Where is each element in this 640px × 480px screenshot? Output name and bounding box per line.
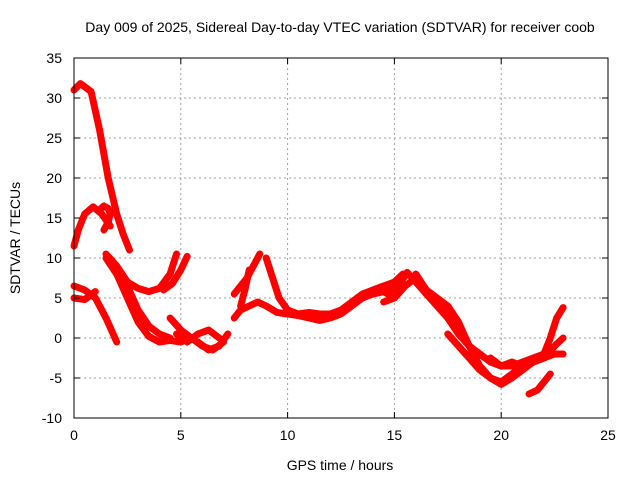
plot-frame xyxy=(73,57,609,419)
chart-title: Day 009 of 2025, Sidereal Day-to-day VTE… xyxy=(85,19,595,35)
series-trace-arc-5 xyxy=(160,252,191,294)
y-tick-label: 15 xyxy=(46,210,62,226)
grid xyxy=(74,58,608,418)
series-trace-arc-15 xyxy=(237,266,253,310)
y-tick-label: 0 xyxy=(54,330,62,346)
series-trace-arc-21 xyxy=(508,304,567,370)
series-trace-arc-7 xyxy=(113,270,174,342)
y-tick-label: -5 xyxy=(50,370,63,386)
x-tick-label: 5 xyxy=(177,427,185,443)
series-trace-arc-3 xyxy=(96,202,114,234)
series-trace-arc-9 xyxy=(70,288,99,304)
y-tick-label: 20 xyxy=(46,170,62,186)
series-trace-arc-12 xyxy=(194,330,232,354)
y-tick-label: -10 xyxy=(42,410,62,426)
series-trace-arc-19 xyxy=(412,270,505,370)
y-tick-label: 5 xyxy=(54,290,62,306)
series-trace-arc-23 xyxy=(487,354,548,370)
y-axis-label: SDTVAR / TECUs xyxy=(7,182,23,294)
series-trace-arc-2 xyxy=(70,203,114,250)
x-tick-label: 0 xyxy=(70,427,78,443)
y-tick-label: 35 xyxy=(46,50,62,66)
x-tick-label: 20 xyxy=(493,427,509,443)
series-trace-arc-20 xyxy=(444,330,527,386)
y-tick-label: 10 xyxy=(46,250,62,266)
series-trace-arc-1 xyxy=(70,80,133,254)
x-tick-label: 15 xyxy=(387,427,403,443)
axis-ticks: 0 5 10 15 20 25 -10 -5 0 5 10 15 20 25 30 35 xyxy=(42,50,616,443)
series-trace-arc-11 xyxy=(173,326,223,346)
series-trace-arc-22 xyxy=(525,370,554,398)
y-tick-label: 30 xyxy=(46,90,62,106)
data-traces xyxy=(70,80,567,398)
x-axis-label: GPS time / hours xyxy=(287,457,394,473)
series-trace-arc-4 xyxy=(102,250,180,296)
x-tick-label: 10 xyxy=(280,427,296,443)
series-trace-arc-8 xyxy=(70,282,121,346)
y-tick-label: 25 xyxy=(46,130,62,146)
x-tick-label: 25 xyxy=(600,427,616,443)
